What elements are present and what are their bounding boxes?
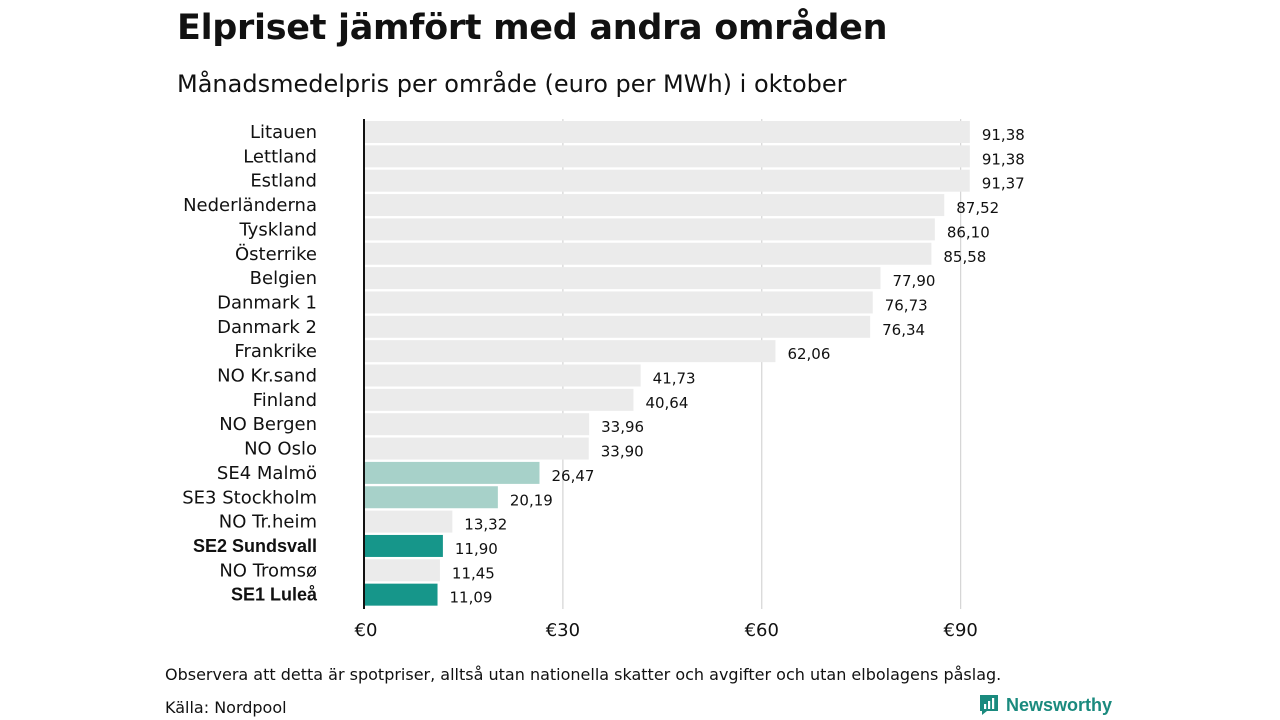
bar: [364, 242, 932, 265]
category-label: NO Oslo: [244, 439, 317, 460]
value-label: 77,90: [892, 272, 935, 290]
bar: [364, 340, 776, 363]
category-label: Nederländerna: [183, 195, 317, 216]
bar: [364, 583, 438, 606]
bar: [364, 534, 443, 557]
category-label: Frankrike: [234, 341, 317, 362]
value-label: 33,90: [601, 443, 644, 461]
value-label: 85,58: [943, 248, 986, 266]
category-label: SE4 Malmö: [217, 463, 317, 484]
bar: [364, 169, 970, 192]
category-label: SE3 Stockholm: [182, 487, 317, 508]
bar: [364, 437, 589, 460]
value-label: 40,64: [645, 394, 688, 412]
category-label: Litauen: [250, 122, 317, 143]
category-label: Österrike: [235, 243, 317, 265]
value-label: 13,32: [464, 516, 507, 534]
category-label: NO Bergen: [219, 414, 317, 435]
footnote: Observera att detta är spotpriser, allts…: [165, 665, 1002, 684]
bar: [364, 559, 440, 582]
bar: [364, 267, 881, 290]
bar: [364, 486, 498, 509]
value-label: 76,34: [882, 321, 925, 339]
value-label: 76,73: [885, 296, 928, 314]
category-label: SE2 Sundsvall: [193, 536, 317, 556]
value-label: 86,10: [947, 223, 990, 241]
bar: [364, 121, 970, 143]
category-label: Estland: [250, 171, 317, 192]
bar: [364, 413, 590, 436]
bar: [364, 291, 873, 314]
bar-chart: €0 €30 €60 €90 Litauen 91,38 Lettland 91,38 Estl…: [182, 119, 1025, 641]
category-label: Danmark 2: [217, 317, 317, 338]
bar: [364, 510, 453, 533]
value-label: 20,19: [510, 491, 553, 509]
bar: [364, 194, 945, 217]
bar: [364, 145, 970, 168]
value-label: 91,38: [982, 126, 1025, 144]
chart-subtitle: Månadsmedelpris per område (euro per MWh…: [177, 70, 847, 98]
category-label: Belgien: [250, 268, 317, 289]
x-tick-label: €90: [944, 620, 978, 641]
value-label: 33,96: [601, 418, 644, 436]
category-label: SE1 Luleå: [231, 585, 318, 605]
category-label: NO Tromsø: [219, 560, 317, 581]
bar: [364, 461, 540, 484]
x-tick-label: €60: [745, 620, 779, 641]
bar: [364, 315, 871, 338]
category-label: Lettland: [243, 146, 317, 167]
source-credit: Källa: Nordpool: [165, 698, 287, 717]
value-label: 87,52: [956, 199, 999, 217]
bar: [364, 388, 634, 411]
category-label: Finland: [253, 390, 317, 411]
value-label: 11,45: [452, 564, 495, 582]
category-label: NO Kr.sand: [217, 366, 317, 387]
x-tick-label: €0: [355, 620, 378, 641]
category-label: Tyskland: [238, 219, 317, 240]
category-label: Danmark 1: [217, 292, 317, 313]
value-label: 91,37: [982, 175, 1025, 193]
chart-title: Elpriset jämfört med andra områden: [177, 8, 888, 48]
brand-name: Newsworthy: [1006, 694, 1113, 715]
x-tick-label: €30: [546, 620, 580, 641]
value-label: 62,06: [787, 345, 830, 363]
newsworthy-logo-icon: [980, 695, 998, 715]
category-label: NO Tr.heim: [219, 512, 317, 533]
bar: [364, 218, 935, 241]
value-label: 11,90: [455, 540, 498, 558]
bar: [364, 364, 641, 387]
value-label: 91,38: [982, 150, 1025, 168]
value-label: 11,09: [450, 589, 493, 607]
value-label: 41,73: [653, 370, 696, 388]
brand-logo: Newsworthy: [978, 693, 1112, 717]
value-label: 26,47: [551, 467, 594, 485]
